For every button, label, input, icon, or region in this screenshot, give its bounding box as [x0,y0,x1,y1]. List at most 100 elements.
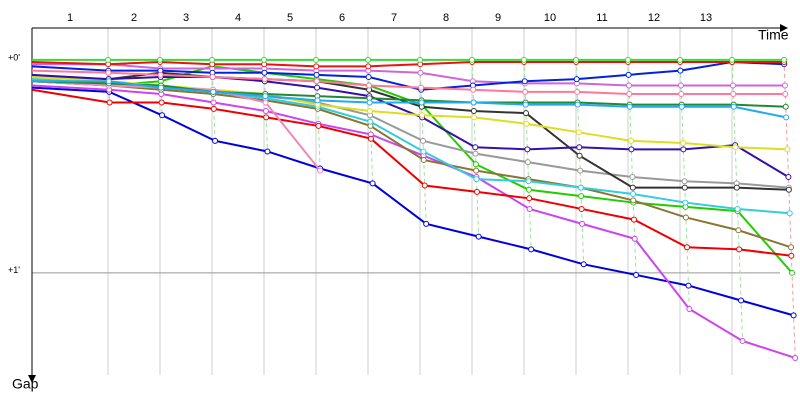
point [677,67,684,74]
point [578,205,585,212]
point [785,174,792,181]
point [210,99,217,106]
point [682,214,689,221]
point [684,244,691,251]
point [158,99,165,106]
point [678,90,685,97]
point [680,139,687,146]
point [210,88,217,95]
point [106,99,113,106]
point [473,188,480,195]
point [788,252,795,259]
point [790,312,797,319]
point [677,82,684,89]
point [313,56,319,63]
x-tick-label: 4 [235,12,241,24]
point [469,56,475,63]
point [470,99,477,106]
point [209,56,215,63]
point [314,84,321,91]
y-tick-label: +1' [8,265,20,275]
point [471,114,478,121]
point [263,114,270,121]
point [158,84,165,91]
point [735,227,742,234]
point [212,137,219,144]
point [729,56,735,63]
point [261,69,268,76]
x-tick-label: 13 [700,12,712,24]
lap-curve [523,59,532,250]
point [365,56,371,63]
point [574,101,581,108]
point [573,76,580,83]
point [574,88,581,95]
point [575,129,582,136]
point [730,90,737,97]
point [526,205,533,212]
point [262,99,269,106]
point [419,112,426,119]
x-axis-arrow [780,24,788,32]
point [365,63,372,70]
point [314,97,321,104]
point [421,182,428,189]
point [418,99,425,106]
point [522,101,529,108]
y-axis-label: Gap [12,376,39,392]
point [105,69,112,76]
point [522,88,529,95]
point [524,159,531,166]
lap-curve [731,59,744,341]
point [262,108,269,115]
point [521,78,528,85]
point [317,167,324,174]
point [629,184,636,191]
point [157,71,164,78]
lap-curve [419,59,427,224]
series-line [31,73,789,178]
point [525,178,532,185]
point [730,103,737,110]
point [677,56,683,63]
point [579,220,586,227]
point [736,246,743,253]
point [367,135,374,142]
point [732,144,739,151]
point [626,90,633,97]
point [417,56,423,63]
point [782,90,789,97]
y-tick-label: +0' [8,52,20,62]
point [315,122,322,129]
point [261,56,267,63]
point [209,73,216,80]
point [159,112,166,119]
x-tick-label: 1 [67,12,73,24]
lap-curve [679,59,690,310]
point [786,210,793,217]
point [626,103,633,110]
point [686,306,693,313]
x-tick-label: 8 [443,12,449,24]
point [685,282,692,289]
point [576,152,583,159]
x-tick-label: 2 [131,12,137,24]
point [580,261,587,268]
point [262,93,269,100]
point [625,56,631,63]
point [521,56,527,63]
point [157,56,163,63]
point [524,146,531,153]
point [781,56,787,63]
point [739,337,746,344]
point [628,137,635,144]
point [365,82,372,89]
point [475,233,482,240]
point [678,103,685,110]
point [789,269,795,276]
series-line [31,61,785,68]
point [210,105,217,112]
point [729,82,736,89]
point [528,246,535,253]
